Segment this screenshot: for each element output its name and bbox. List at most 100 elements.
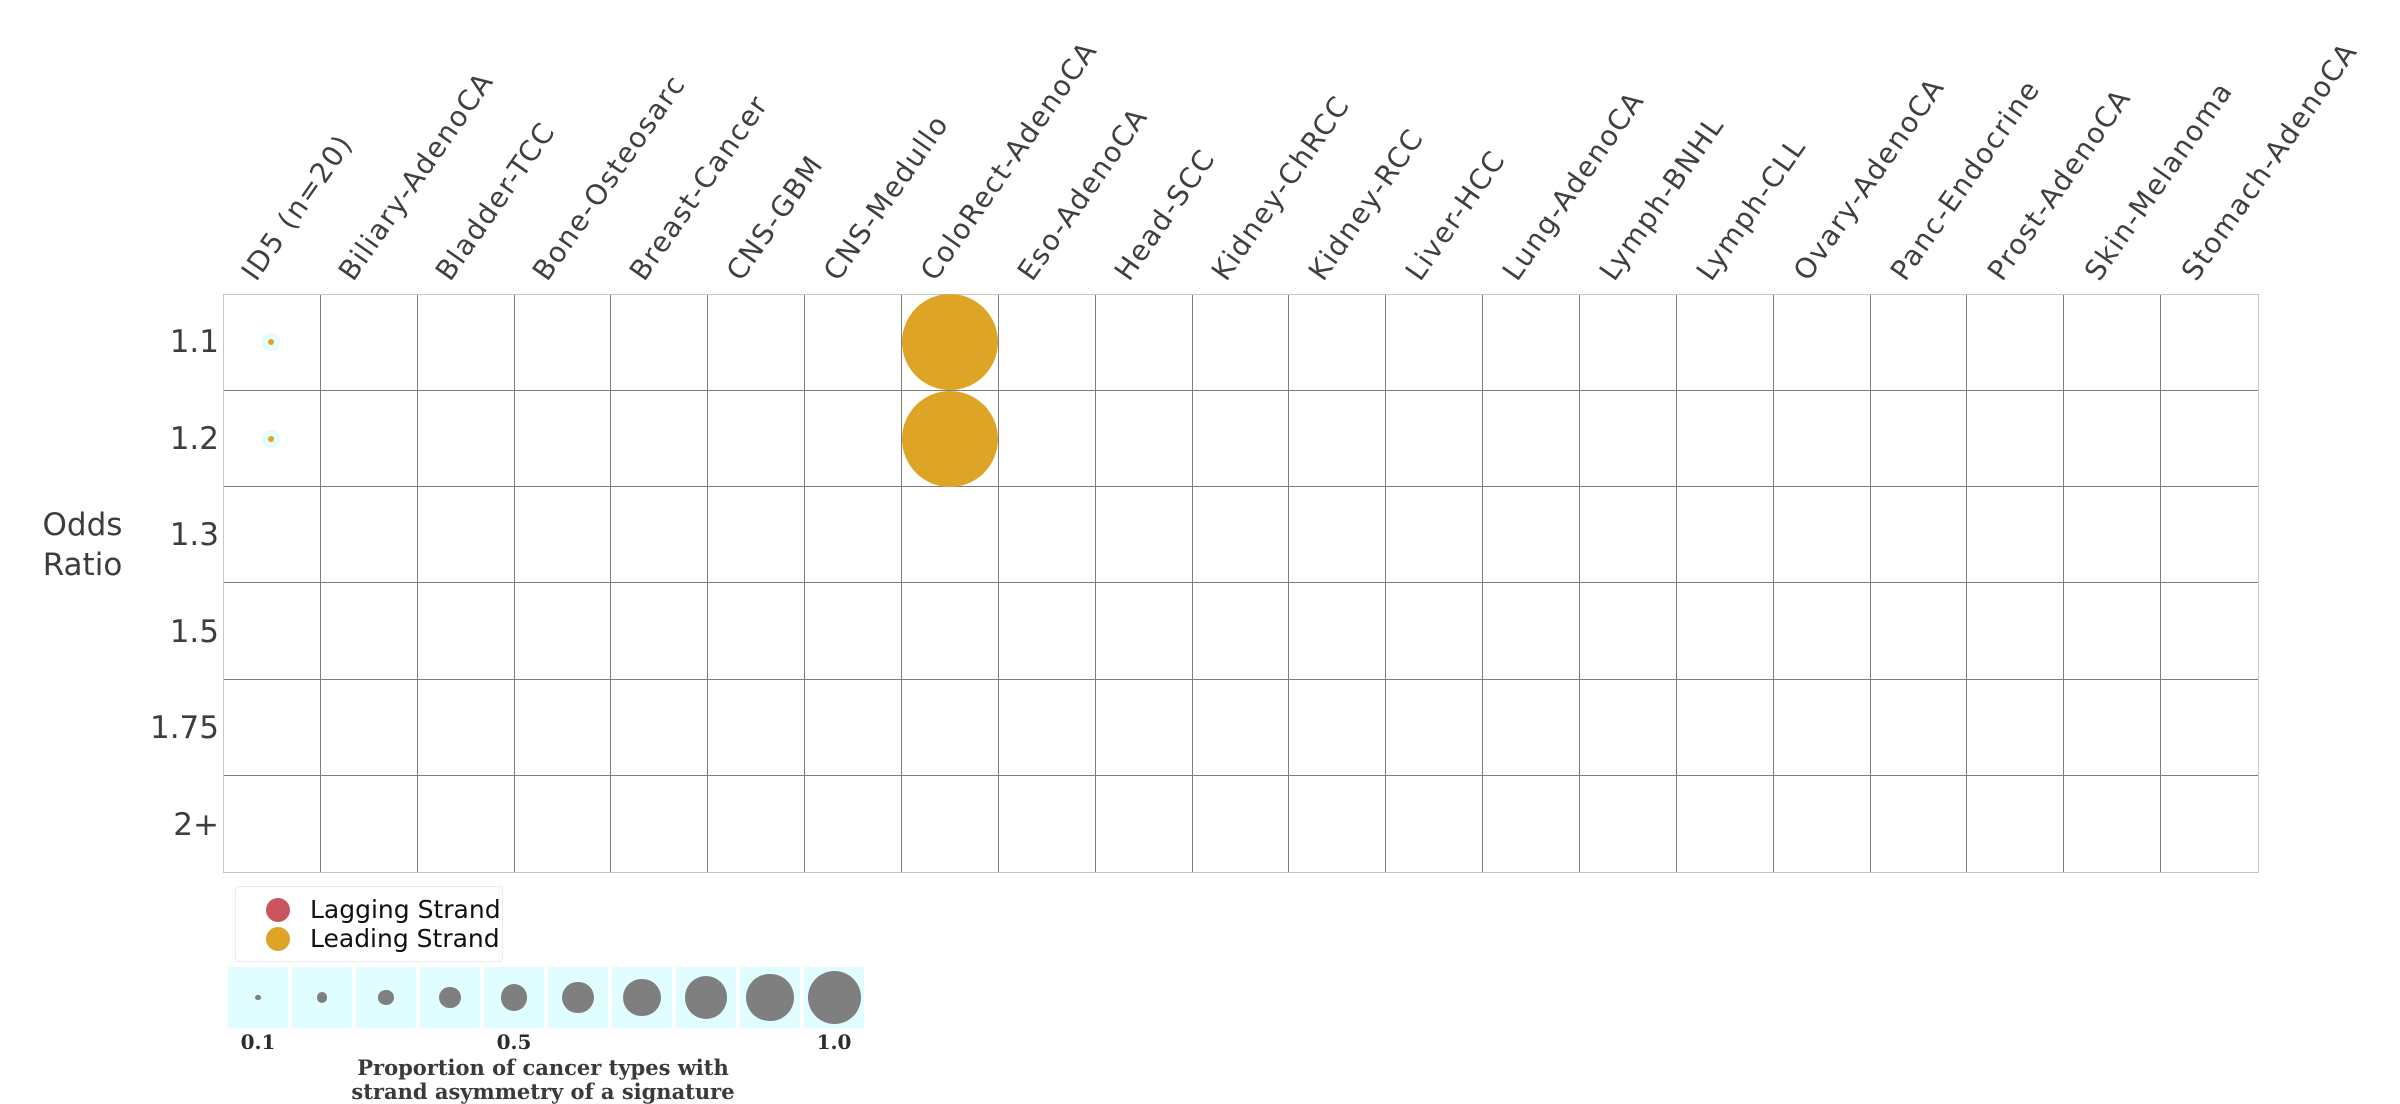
grid-cell	[1483, 487, 1580, 584]
grid-cell	[2064, 583, 2162, 680]
size-legend-circle	[500, 984, 528, 1011]
grid-cell	[1676, 487, 1774, 584]
grid-cell	[1579, 583, 1677, 680]
grid-cell	[2064, 775, 2162, 872]
grid-cell	[1192, 295, 1290, 392]
size-legend-cell	[228, 967, 288, 1028]
grid-cell	[1483, 775, 1580, 872]
grid-cell	[708, 295, 806, 392]
size-legend-cell	[740, 967, 800, 1028]
grid-cell	[1483, 295, 1580, 392]
grid-cell	[1870, 391, 1968, 488]
grid-cell	[805, 679, 902, 776]
legend-item-lagging-strand: Lagging Strand	[248, 895, 501, 924]
grid-cell	[998, 295, 1096, 392]
grid-cell	[805, 583, 902, 680]
grid-cell	[224, 295, 321, 392]
grid-cell	[321, 775, 418, 872]
row-label-2: 2+	[173, 806, 219, 843]
grid-cell	[1289, 679, 1387, 776]
grid-cell	[1192, 583, 1290, 680]
grid-cell	[2161, 487, 2258, 584]
grid-cell	[708, 391, 806, 488]
grid-cell	[514, 583, 612, 680]
row-label-1-1: 1.1	[169, 324, 219, 361]
legend-item-leading-strand: Leading Strand	[248, 924, 500, 953]
grid-cell	[1095, 295, 1193, 392]
grid-cell	[1289, 295, 1387, 392]
grid-cell	[1773, 679, 1871, 776]
grid-cell	[1095, 391, 1193, 488]
y-axis-title-line1: Odds	[42, 507, 123, 543]
grid-cell	[2161, 776, 2258, 872]
grid-cell	[1871, 775, 1968, 872]
column-header-head-scc: Head-SCC	[1107, 142, 1223, 287]
grid-cell	[514, 391, 612, 488]
grid-cell	[1870, 679, 1968, 776]
size-legend-circle	[807, 971, 861, 1024]
grid-cell	[2161, 583, 2258, 680]
grid-cell	[1095, 487, 1193, 584]
grid-cell	[901, 583, 999, 680]
grid-cell	[2064, 391, 2162, 488]
grid-cell	[1192, 679, 1290, 776]
grid-cell	[224, 775, 321, 872]
grid-cell	[1676, 583, 1774, 680]
column-header-cns-gbm: CNS-GBM	[720, 148, 831, 287]
grid-cell	[1870, 487, 1968, 584]
bubble-id5-n-20-or-1-2	[268, 435, 275, 442]
grid-cell	[1967, 679, 2065, 776]
size-legend-cell	[804, 967, 864, 1028]
size-legend-circle	[316, 992, 328, 1003]
grid-cell	[1676, 391, 1774, 488]
grid-cell	[611, 775, 709, 872]
grid-cell	[1192, 391, 1290, 488]
size-legend-circle	[378, 989, 394, 1006]
row-label-1-3: 1.3	[169, 517, 219, 554]
grid-cell	[1579, 679, 1677, 776]
bubble-colorect-adenoca-or-1-2	[902, 390, 999, 487]
size-legend-cell	[420, 967, 480, 1028]
grid-cell	[611, 487, 709, 584]
grid-cell	[1967, 295, 2065, 392]
grid-cell	[320, 583, 418, 680]
grid-cell	[1967, 583, 2065, 680]
grid-cell	[611, 391, 709, 488]
grid-cell	[1483, 679, 1580, 776]
size-legend-cell	[676, 967, 736, 1028]
grid-cell	[901, 295, 999, 392]
grid-cell	[320, 295, 418, 392]
size-legend-circle	[684, 976, 728, 1019]
grid-cell	[1676, 295, 1774, 392]
grid-cell	[708, 775, 806, 872]
size-legend-caption-line2: strand asymmetry of a signature	[351, 1079, 735, 1104]
grid-cell	[1774, 775, 1871, 872]
grid-cell	[2064, 487, 2162, 584]
grid-cell	[998, 679, 1096, 776]
grid-cell	[1095, 679, 1193, 776]
grid-cell	[1386, 295, 1484, 392]
y-axis-title: Odds Ratio	[10, 505, 155, 585]
bubble-colorect-adenoca-or-1-1	[902, 294, 999, 391]
size-legend-circle	[623, 978, 661, 1017]
grid-cell	[1677, 775, 1774, 872]
grid-cell	[1870, 295, 1968, 392]
grid-cell	[224, 679, 321, 776]
grid-cell	[1773, 391, 1871, 488]
grid-cell	[2161, 680, 2258, 776]
grid-cell	[2161, 391, 2258, 488]
grid-cell	[1386, 391, 1484, 488]
y-axis-title-line2: Ratio	[42, 547, 123, 583]
grid-cell	[998, 391, 1096, 488]
bubble-grid	[223, 294, 2259, 873]
grid-cell	[1289, 775, 1387, 872]
column-header-liver-hcc: Liver-HCC	[1398, 144, 1513, 287]
grid-cell	[224, 487, 321, 584]
grid-cell	[1579, 295, 1677, 392]
grid-cell	[417, 391, 515, 488]
bubble-id5-n-20-or-1-1	[268, 339, 275, 346]
grid-cell	[224, 391, 321, 488]
column-header-stomach-adenoca: Stomach-AdenoCA	[2174, 36, 2364, 287]
grid-cell	[708, 679, 806, 776]
